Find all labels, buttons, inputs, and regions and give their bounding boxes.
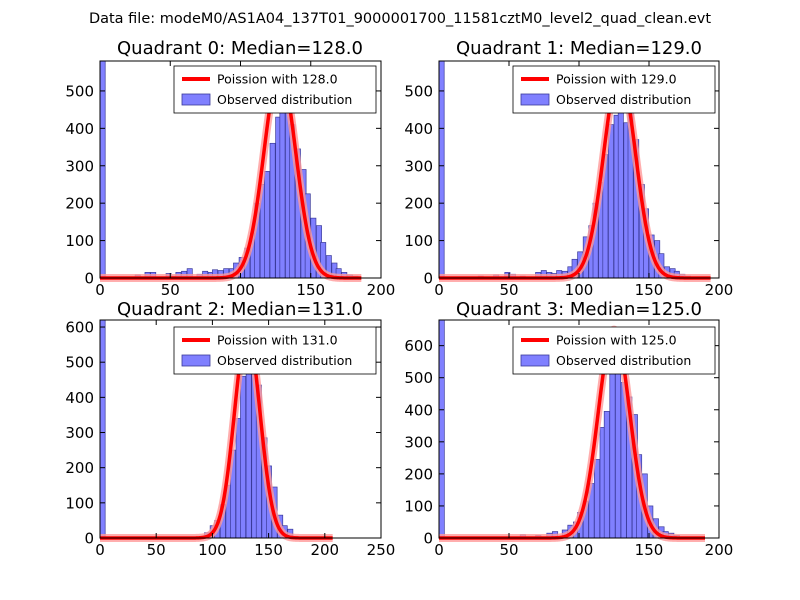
x-tick-label: 150 — [254, 541, 283, 559]
y-tick-label: 300 — [404, 433, 433, 451]
subplot-quadrant-0: Quadrant 0: Median=128.0 0 50 100 150 200 0 10… — [65, 38, 395, 299]
x-tick-label: 0 — [95, 281, 105, 299]
legend-bar-swatch — [181, 354, 211, 367]
legend: Poission with 128.0 Observed distributio… — [173, 65, 377, 114]
y-tick-label: 200 — [65, 195, 94, 213]
y-tick-label: 200 — [404, 465, 433, 483]
x-tick-label: 200 — [367, 281, 396, 299]
y-tick-label: 200 — [404, 195, 433, 213]
legend-bar-swatch — [520, 93, 550, 106]
axes-frame — [99, 319, 382, 539]
legend-bar-label: Observed distribution — [217, 92, 352, 107]
x-tick-label: 250 — [367, 541, 396, 559]
x-tick-label: 50 — [499, 281, 518, 299]
y-tick-label: 400 — [404, 120, 433, 138]
subplot-quadrant-3: Quadrant 3: Median=125.0 0 50 100 150 200 0 10… — [404, 299, 733, 559]
x-tick-label: 0 — [95, 541, 105, 559]
y-tick-label: 500 — [404, 369, 433, 387]
x-tick-label: 100 — [565, 541, 594, 559]
x-tick-label: 100 — [198, 541, 227, 559]
legend-bar-swatch — [520, 354, 550, 367]
y-tick-label: 400 — [404, 401, 433, 419]
x-tick-label: 100 — [565, 281, 594, 299]
legend-line-label: Poission with 125.0 — [556, 333, 677, 348]
histogram-bar — [99, 319, 106, 539]
subplot-quadrant-1: Quadrant 1: Median=129.0 0 50 100 150 200 0 10… — [404, 38, 733, 299]
histogram-bar — [609, 356, 616, 539]
legend-bar-swatch — [181, 93, 211, 106]
subplot-title: Quadrant 3: Median=125.0 — [456, 299, 702, 320]
x-tick-label: 200 — [705, 281, 734, 299]
legend-bar-label: Observed distribution — [217, 353, 352, 368]
axis-ticks: 0 50 100 150 200 250 0 100 200 300 400 500 600 — [65, 319, 395, 559]
histogram-bar — [279, 105, 286, 279]
y-tick-label: 600 — [65, 319, 94, 337]
subplot-quadrant-2: Quadrant 2: Median=131.0 0 50 100 150 200 250… — [65, 299, 395, 559]
y-tick-label: 0 — [423, 270, 433, 288]
x-tick-label: 100 — [226, 281, 255, 299]
y-tick-label: 400 — [65, 389, 94, 407]
x-tick-label: 50 — [161, 281, 180, 299]
legend-line-label: Poission with 131.0 — [217, 333, 338, 348]
y-tick-label: 500 — [65, 354, 94, 372]
y-tick-label: 300 — [404, 157, 433, 175]
legend-line-label: Poission with 129.0 — [556, 72, 677, 87]
y-tick-label: 100 — [65, 494, 94, 512]
y-tick-label: 0 — [423, 530, 433, 548]
histogram-bar — [269, 142, 276, 279]
x-tick-label: 50 — [147, 541, 166, 559]
axis-ticks: 0 50 100 150 200 0 100 200 300 400 500 — [404, 61, 733, 299]
histogram-bar — [603, 411, 610, 539]
subplot-title: Quadrant 0: Median=128.0 — [117, 38, 363, 59]
y-tick-label: 0 — [84, 530, 94, 548]
y-tick-label: 600 — [404, 337, 433, 355]
axis-ticks: 0 50 100 150 200 0 100 200 300 400 500 — [65, 61, 395, 299]
x-tick-label: 200 — [705, 541, 734, 559]
legend: Poission with 131.0 Observed distributio… — [173, 326, 377, 375]
y-tick-label: 200 — [65, 459, 94, 477]
y-tick-label: 100 — [404, 232, 433, 250]
histogram-bar — [438, 319, 445, 539]
subplot-title: Quadrant 2: Median=131.0 — [117, 299, 363, 320]
y-tick-label: 300 — [65, 157, 94, 175]
legend: Poission with 129.0 Observed distributio… — [512, 65, 716, 114]
x-tick-label: 150 — [296, 281, 325, 299]
y-tick-label: 500 — [65, 82, 94, 100]
y-tick-label: 100 — [404, 497, 433, 515]
histogram-bar — [608, 124, 614, 279]
y-tick-label: 300 — [65, 424, 94, 442]
legend-bar-label: Observed distribution — [556, 353, 691, 368]
histogram-bar — [264, 171, 270, 279]
figure-suptitle: Data file: modeM0/AS1A04_137T01_90000017… — [89, 11, 711, 27]
legend-line-label: Poission with 128.0 — [217, 72, 338, 87]
x-tick-label: 50 — [499, 541, 518, 559]
histogram-bar — [615, 370, 622, 539]
histogram-bar — [438, 60, 445, 279]
x-tick-label: 200 — [310, 541, 339, 559]
y-tick-label: 400 — [65, 120, 94, 138]
x-tick-label: 150 — [635, 281, 664, 299]
subplot-title: Quadrant 1: Median=129.0 — [456, 38, 702, 59]
x-tick-label: 150 — [635, 541, 664, 559]
y-tick-label: 0 — [84, 270, 94, 288]
axis-ticks: 0 50 100 150 200 0 100 200 300 400 500 600 — [404, 320, 733, 559]
histogram-bar — [594, 459, 601, 539]
y-tick-label: 100 — [65, 232, 94, 250]
x-tick-label: 0 — [434, 541, 444, 559]
legend: Poission with 125.0 Observed distributio… — [512, 326, 716, 375]
histogram-bar — [240, 375, 247, 539]
legend-bar-label: Observed distribution — [556, 92, 691, 107]
x-tick-label: 0 — [434, 281, 444, 299]
y-tick-label: 500 — [404, 82, 433, 100]
histogram-bar — [99, 60, 106, 279]
